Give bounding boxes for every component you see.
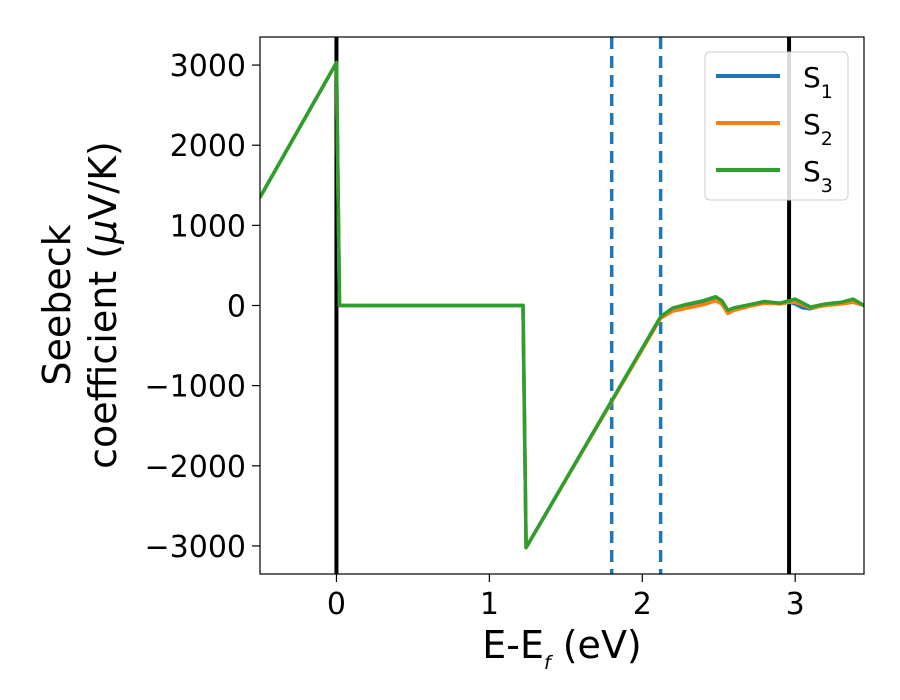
y-tick-label: 2000 [170,129,246,164]
x-tick-label: 3 [786,587,805,622]
y-axis: 3000 2000 1000 0 −1000 −2000 −3000 [145,49,260,565]
legend-label-s3: S3 [803,155,833,197]
y-axis-title: Seebeck coefficient (μV/K) [35,141,125,469]
y-tick-label: −3000 [145,530,246,565]
x-tick-label: 2 [633,587,652,622]
series-lines [260,60,864,550]
y-tick-label: 0 [227,290,246,325]
legend-box [704,51,849,201]
y-axis-title-line2: coefficient (μV/K) [81,141,125,469]
y-tick-label: 1000 [170,209,246,244]
y-tick-label: −2000 [145,450,246,485]
y-tick-label: −1000 [145,370,246,405]
legend: S1 S2 S3 [704,51,849,201]
x-axis-title: E-Ef (eV) [482,623,642,674]
series-line-s3 [260,60,864,550]
y-axis-title-line1: Seebeck [35,224,79,385]
legend-label-s2: S2 [803,108,833,150]
x-axis: 0 1 2 3 [327,574,805,622]
x-tick-label: 1 [480,587,499,622]
x-tick-label: 0 [327,587,346,622]
y-tick-label: 3000 [170,49,246,84]
legend-label-s1: S1 [803,61,833,103]
